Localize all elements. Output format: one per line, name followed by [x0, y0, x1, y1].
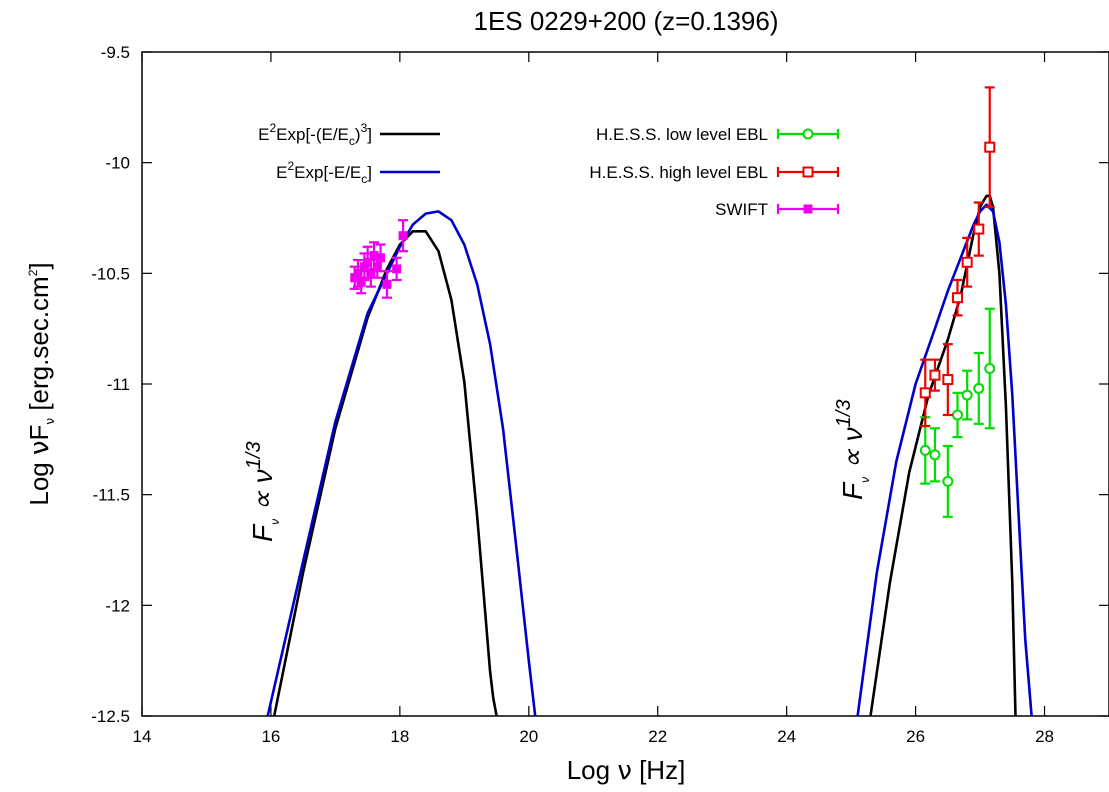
model-curve-segment	[266, 210, 537, 717]
y-tick-label: -11.5	[93, 486, 131, 505]
data-point	[356, 277, 366, 287]
legend-marker	[802, 128, 814, 140]
data-point	[973, 382, 985, 394]
y-axis-ticks: -9.5 -10 -10.5 -11 -11.5 -12 -12.5	[91, 43, 1109, 726]
data-point	[919, 444, 931, 456]
x-tick-label: 28	[1035, 727, 1054, 746]
x-tick-label: 16	[261, 727, 280, 746]
data-point	[961, 256, 973, 268]
y-tick-label: -12	[105, 596, 130, 615]
x-tick-label: 24	[777, 727, 796, 746]
annotation-power-law-left: Fν ∝ ν1/3	[243, 442, 282, 542]
x-tick-label: 14	[133, 727, 152, 746]
data-point	[392, 264, 402, 274]
legend-left: E2Exp[-(E/Ec)3] E2Exp[-E/Ec]	[258, 121, 440, 186]
x-axis-ticks: 14 16 18 20 22 24 26 28	[133, 52, 1054, 746]
legend-label: H.E.S.S. low level EBL	[596, 125, 768, 144]
x-tick-label: 22	[648, 727, 667, 746]
model-curve-segment	[856, 203, 1033, 717]
legend-label: SWIFT	[715, 200, 768, 219]
x-tick-label: 20	[519, 727, 538, 746]
data-point	[398, 231, 408, 241]
data-point	[376, 253, 386, 263]
y-axis-title: Log νFν [erg.sec.cm2]	[24, 262, 57, 505]
legend-marker	[802, 166, 814, 178]
data-point	[382, 279, 392, 289]
legend-marker	[803, 204, 813, 214]
data-point	[929, 449, 941, 461]
y-tick-label: -12.5	[91, 707, 130, 726]
model-curve-segment	[869, 194, 1017, 717]
data-point	[973, 223, 985, 235]
x-tick-label: 26	[906, 727, 925, 746]
y-tick-label: -10.5	[91, 264, 130, 283]
data-point	[942, 475, 954, 487]
data-point	[984, 141, 996, 153]
y-tick-label: -10	[105, 154, 130, 173]
legend-label-exp-cutoff: E2Exp[-E/Ec]	[276, 159, 372, 186]
annotation-power-law-right: Fν ∝ ν1/3	[833, 400, 872, 500]
y-tick-label: -9.5	[101, 43, 130, 62]
x-axis-title: Log ν [Hz]	[567, 755, 686, 786]
annotation-left: Fν ∝ ν1/3	[243, 442, 282, 542]
chart-title: 1ES 0229+200 (z=0.1396)	[473, 6, 778, 36]
data-point	[919, 387, 931, 399]
data-point	[952, 292, 964, 304]
data-point	[942, 374, 954, 386]
model-curves	[266, 194, 1033, 717]
data-point	[961, 389, 973, 401]
model-curve-segment	[272, 230, 498, 717]
data-point	[929, 369, 941, 381]
x-tick-label: 18	[390, 727, 409, 746]
data-points	[349, 86, 996, 518]
y-tick-label: -11	[107, 375, 130, 394]
data-point	[952, 409, 964, 421]
annotation-right: Fν ∝ ν1/3	[833, 400, 872, 500]
plot-frame	[141, 51, 1109, 717]
legend-label-cubic-cutoff: E2Exp[-(E/Ec)3]	[258, 121, 372, 148]
legend-right: H.E.S.S. low level EBL H.E.S.S. high leve…	[589, 125, 840, 219]
legend-label: H.E.S.S. high level EBL	[589, 163, 768, 182]
data-point	[984, 363, 996, 375]
